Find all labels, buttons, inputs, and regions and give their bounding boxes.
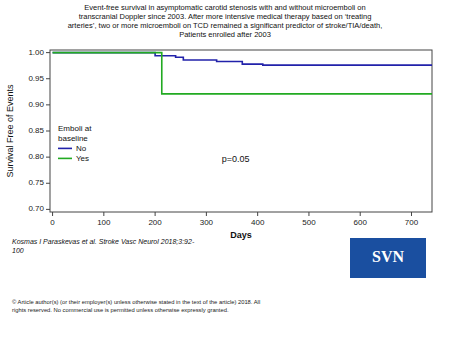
text-line: 100 bbox=[12, 247, 24, 254]
text-line: transcranial Doppler since 2003. After m… bbox=[79, 12, 372, 21]
y-tick-label: 1.00 bbox=[28, 48, 44, 57]
y-tick bbox=[46, 183, 50, 184]
x-tick bbox=[257, 212, 258, 216]
x-tick-label: 700 bbox=[405, 218, 419, 227]
y-tick bbox=[46, 131, 50, 132]
text-line: baseline bbox=[58, 134, 88, 143]
y-tick-label: 0.90 bbox=[28, 100, 44, 109]
copyright: © Article author(s) (or their employer(s… bbox=[12, 299, 260, 313]
x-tick-label: 500 bbox=[302, 218, 316, 227]
legend-entry: Yes bbox=[76, 154, 89, 163]
legend-title: Emboli atbaseline bbox=[58, 124, 92, 143]
chart: Event-free survival in asymptomatic caro… bbox=[0, 0, 450, 338]
survival-step-line bbox=[53, 53, 432, 94]
text-line: arteries’, two or more microemboli on TC… bbox=[68, 21, 383, 30]
citation: Kosmas I Paraskevas et al. Stroke Vasc N… bbox=[12, 238, 195, 254]
y-tick-label: 0.85 bbox=[28, 126, 44, 135]
x-tick-label: 600 bbox=[354, 218, 368, 227]
y-axis-label: Survival Free of Events bbox=[5, 84, 15, 178]
x-tick-label: 400 bbox=[251, 218, 265, 227]
x-axis-label: Days bbox=[230, 230, 252, 240]
badge-text: SVN bbox=[372, 248, 404, 265]
plot-frame bbox=[50, 50, 432, 212]
text-line: Kosmas I Paraskevas et al. Stroke Vasc N… bbox=[12, 238, 195, 245]
title: Event-free survival in asymptomatic caro… bbox=[68, 3, 383, 39]
legend-swatch bbox=[58, 148, 72, 150]
y-tick-label: 0.95 bbox=[28, 74, 44, 83]
y-tick-label: 0.70 bbox=[28, 204, 44, 213]
x-tick bbox=[52, 212, 53, 216]
survival-step-line bbox=[53, 53, 432, 66]
badge-box bbox=[350, 238, 426, 278]
y-tick-label: 0.80 bbox=[28, 152, 44, 161]
x-tick-label: 200 bbox=[148, 218, 162, 227]
y-tick-label: 0.75 bbox=[28, 178, 44, 187]
legend-swatch bbox=[58, 158, 72, 160]
text-line: Patients enrolled after 2003 bbox=[179, 30, 271, 39]
axes: 0 100 200 300 400 500 600 700 0.70 0.75 0.80 0.85 0.… bbox=[28, 48, 418, 227]
text-line: Event-free survival in asymptomatic caro… bbox=[84, 3, 365, 12]
y-tick bbox=[46, 78, 50, 79]
series-group bbox=[53, 53, 432, 94]
y-tick bbox=[46, 52, 50, 53]
x-tick bbox=[411, 212, 412, 216]
text-line: rights reserved. No commercial use is pe… bbox=[12, 307, 229, 313]
x-tick-label: 100 bbox=[97, 218, 111, 227]
text-line: Emboli at bbox=[58, 124, 92, 133]
y-tick bbox=[46, 157, 50, 158]
x-tick bbox=[308, 212, 309, 216]
legend-entry: No bbox=[76, 144, 87, 153]
x-tick-label: 300 bbox=[200, 218, 214, 227]
x-tick bbox=[360, 212, 361, 216]
x-tick-label: 0 bbox=[50, 218, 55, 227]
y-tick bbox=[46, 104, 50, 105]
text-line: © Article author(s) (or their employer(s… bbox=[12, 299, 260, 305]
x-tick bbox=[103, 212, 104, 216]
x-tick bbox=[155, 212, 156, 216]
legend: Emboli atbaselineNoYes bbox=[58, 124, 92, 163]
x-tick bbox=[206, 212, 207, 216]
p-value-annotation: p=0.05 bbox=[222, 154, 250, 164]
y-tick bbox=[46, 209, 50, 210]
